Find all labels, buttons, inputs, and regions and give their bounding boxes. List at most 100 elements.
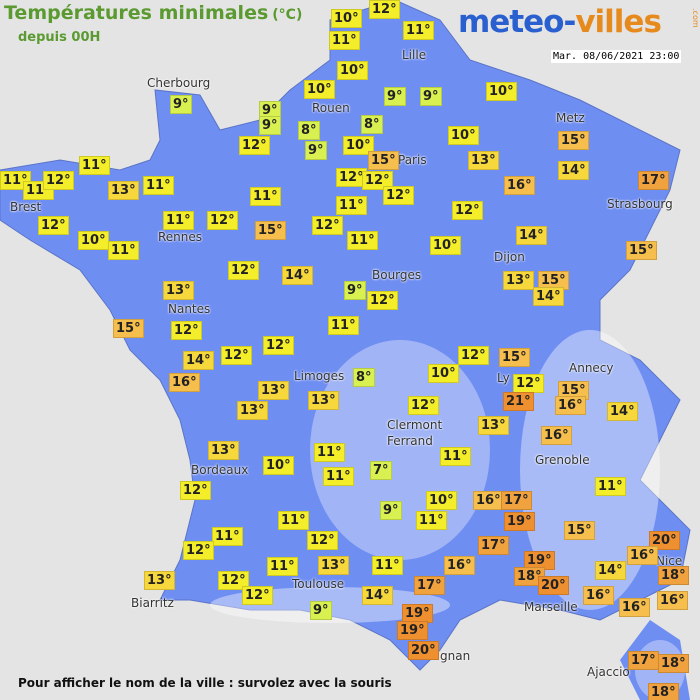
temperature-label[interactable]: 12°	[228, 261, 259, 280]
temperature-label[interactable]: 14°	[533, 287, 564, 306]
temperature-label[interactable]: 15°	[558, 131, 589, 150]
temperature-label[interactable]: 12°	[239, 136, 270, 155]
temperature-label[interactable]: 10°	[426, 491, 457, 510]
temperature-label[interactable]: 17°	[414, 576, 445, 595]
temperature-label[interactable]: 9°	[305, 141, 327, 160]
temperature-label[interactable]: 11°	[314, 443, 345, 462]
temperature-label[interactable]: 11°	[323, 467, 354, 486]
temperature-label[interactable]: 10°	[337, 61, 368, 80]
temperature-label[interactable]: 7°	[370, 461, 392, 480]
temperature-label[interactable]: 12°	[312, 216, 343, 235]
temperature-label[interactable]: 19°	[504, 512, 535, 531]
temperature-label[interactable]: 11°	[372, 556, 403, 575]
temperature-label[interactable]: 19°	[402, 604, 433, 623]
temperature-label[interactable]: 11°	[108, 241, 139, 260]
temperature-label[interactable]: 11°	[347, 231, 378, 250]
temperature-label[interactable]: 9°	[420, 87, 442, 106]
temperature-label[interactable]: 12°	[452, 201, 483, 220]
temperature-label[interactable]: 12°	[336, 168, 367, 187]
temperature-label[interactable]: 17°	[501, 491, 532, 510]
temperature-label[interactable]: 13°	[478, 416, 509, 435]
temperature-label[interactable]: 15°	[113, 319, 144, 338]
temperature-label[interactable]: 12°	[38, 216, 69, 235]
temperature-label[interactable]: 13°	[308, 391, 339, 410]
temperature-label[interactable]: 10°	[428, 364, 459, 383]
temperature-label[interactable]: 16°	[169, 373, 200, 392]
temperature-label[interactable]: 14°	[595, 561, 626, 580]
temperature-label[interactable]: 10°	[78, 231, 109, 250]
temperature-label[interactable]: 11°	[79, 156, 110, 175]
temperature-label[interactable]: 20°	[538, 576, 569, 595]
temperature-label[interactable]: 12°	[218, 571, 249, 590]
temperature-label[interactable]: 10°	[263, 456, 294, 475]
temperature-label[interactable]: 8°	[361, 115, 383, 134]
temperature-label[interactable]: 12°	[221, 346, 252, 365]
temperature-label[interactable]: 11°	[403, 21, 434, 40]
temperature-label[interactable]: 12°	[43, 171, 74, 190]
temperature-label[interactable]: 18°	[658, 566, 689, 585]
temperature-label[interactable]: 9°	[384, 87, 406, 106]
temperature-label[interactable]: 16°	[619, 598, 650, 617]
temperature-label[interactable]: 16°	[627, 546, 658, 565]
temperature-label[interactable]: 13°	[108, 181, 139, 200]
temperature-label[interactable]: 12°	[367, 291, 398, 310]
temperature-label[interactable]: 11°	[336, 196, 367, 215]
temperature-label[interactable]: 14°	[183, 351, 214, 370]
temperature-label[interactable]: 11°	[595, 477, 626, 496]
temperature-label[interactable]: 8°	[298, 121, 320, 140]
temperature-label[interactable]: 9°	[310, 601, 332, 620]
temperature-label[interactable]: 15°	[499, 348, 530, 367]
temperature-label[interactable]: 16°	[473, 491, 504, 510]
temperature-label[interactable]: 11°	[212, 527, 243, 546]
temperature-label[interactable]: 17°	[638, 171, 669, 190]
temperature-label[interactable]: 11°	[267, 557, 298, 576]
temperature-label[interactable]: 12°	[207, 211, 238, 230]
temperature-label[interactable]: 10°	[486, 82, 517, 101]
temperature-label[interactable]: 16°	[541, 426, 572, 445]
temperature-label[interactable]: 11°	[329, 31, 360, 50]
temperature-label[interactable]: 20°	[408, 641, 439, 660]
temperature-label[interactable]: 12°	[180, 481, 211, 500]
temperature-label[interactable]: 12°	[263, 336, 294, 355]
temperature-label[interactable]: 16°	[444, 556, 475, 575]
temperature-label[interactable]: 15°	[255, 221, 286, 240]
temperature-label[interactable]: 12°	[307, 531, 338, 550]
temperature-label[interactable]: 17°	[478, 536, 509, 555]
temperature-label[interactable]: 12°	[458, 346, 489, 365]
temperature-label[interactable]: 9°	[170, 95, 192, 114]
temperature-label[interactable]: 16°	[657, 591, 688, 610]
temperature-label[interactable]: 10°	[430, 236, 461, 255]
temperature-label[interactable]: 18°	[658, 654, 689, 673]
temperature-label[interactable]: 15°	[564, 521, 595, 540]
temperature-label[interactable]: 11°	[250, 187, 281, 206]
temperature-label[interactable]: 10°	[304, 80, 335, 99]
temperature-label[interactable]: 12°	[171, 321, 202, 340]
temperature-label[interactable]: 10°	[331, 9, 362, 28]
temperature-label[interactable]: 10°	[448, 126, 479, 145]
temperature-label[interactable]: 9°	[380, 501, 402, 520]
temperature-label[interactable]: 17°	[628, 651, 659, 670]
temperature-label[interactable]: 13°	[144, 571, 175, 590]
temperature-label[interactable]: 12°	[408, 396, 439, 415]
temperature-label[interactable]: 13°	[503, 271, 534, 290]
temperature-label[interactable]: 15°	[368, 151, 399, 170]
temperature-label[interactable]: 12°	[242, 586, 273, 605]
temperature-label[interactable]: 14°	[362, 586, 393, 605]
temperature-label[interactable]: 11°	[278, 511, 309, 530]
temperature-label[interactable]: 14°	[558, 161, 589, 180]
temperature-label[interactable]: 11°	[0, 171, 31, 190]
temperature-label[interactable]: 19°	[397, 621, 428, 640]
temperature-label[interactable]: 13°	[163, 281, 194, 300]
temperature-label[interactable]: 15°	[626, 241, 657, 260]
temperature-label[interactable]: 11°	[143, 176, 174, 195]
temperature-label[interactable]: 20°	[649, 531, 680, 550]
temperature-label[interactable]: 12°	[183, 541, 214, 560]
temperature-label[interactable]: 12°	[369, 0, 400, 19]
temperature-label[interactable]: 13°	[318, 556, 349, 575]
temperature-label[interactable]: 13°	[208, 441, 239, 460]
temperature-label[interactable]: 11°	[163, 211, 194, 230]
temperature-label[interactable]: 15°	[538, 271, 569, 290]
temperature-label[interactable]: 13°	[468, 151, 499, 170]
temperature-label[interactable]: 10°	[343, 136, 374, 155]
temperature-label[interactable]: 16°	[555, 396, 586, 415]
